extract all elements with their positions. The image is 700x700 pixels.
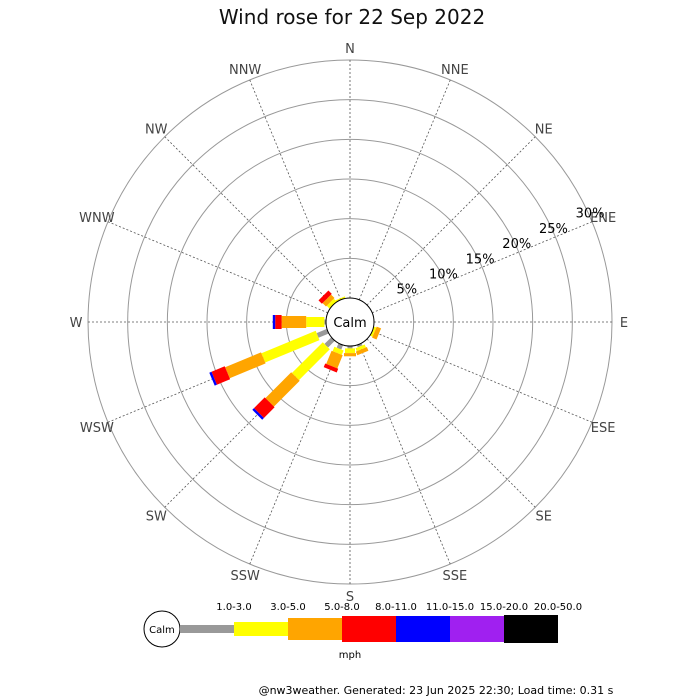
petal-wsw-bin-3 [211,366,231,385]
legend-swatch-3 [342,616,396,642]
petal-wsw-bin-1 [261,330,320,363]
petal-ssw-bin-3 [323,363,339,373]
legend-swatch-2 [288,618,342,640]
direction-label-ne: NE [535,122,553,137]
petal-wsw-bin-0 [316,328,329,338]
legend-bin-label-4: 11.0-15.0 [426,602,474,613]
petal-ssw-bin-2 [326,350,343,369]
legend-bin-label-1: 3.0-5.0 [270,602,305,613]
direction-label-ssw: SSW [230,569,260,584]
petal-w-bin-1 [306,317,325,327]
direction-label-e: E [620,316,628,331]
legend-unit: mph [339,650,361,661]
direction-label-se: SE [536,510,552,525]
petal-wsw-bin-4 [209,371,217,386]
petal-sw-bin-2 [265,372,300,407]
petal-s-bin-2 [344,353,356,357]
petal-w-bin-3 [275,315,282,329]
ring-label-30%: 30% [576,207,605,222]
direction-label-w: W [70,316,83,331]
legend-swatch-0 [180,625,234,633]
petal-sse-bin-0 [356,343,363,348]
petal-sw-bin-0 [324,337,335,348]
ring-20% [166,138,534,506]
direction-label-sw: SW [146,510,167,525]
direction-label-wsw: WSW [80,421,114,436]
direction-labels: N NNE NE ENE E ESE SE SSE S SSW SW WSW W WNW NW NNW [70,42,629,605]
legend: Calm 1.0-3.0 3.0-5.0 5.0-8.0 8.0-11.0 11.0-1… [143,602,582,661]
calm-label: Calm [333,316,366,331]
petal-nw-bin-2 [322,294,335,307]
chart-title: Wind rose for 22 Sep 2022 [219,5,485,29]
ring-label-5%: 5% [397,283,418,298]
footer: @nw3weather. Generated: 23 Jun 2025 22:3… [259,684,614,697]
legend-swatch-4 [396,616,450,642]
petal-nw-bin-3 [318,290,332,304]
ring-labels: 5% 10% 15% 20% 25% 30% [397,207,605,298]
ring-10% [246,218,454,426]
direction-label-ene: ENE [590,211,616,226]
legend-bin-label-0: 1.0-3.0 [216,602,251,613]
petal-w-bin-4 [272,315,276,329]
petal-sw-bin-4 [252,408,264,420]
petal-s-bin-1 [345,348,355,354]
legend-swatch-6 [504,615,558,643]
legend-bin-label-6: 20.0-50.0 [534,602,582,613]
legend-bin-label-3: 8.0-11.0 [375,602,417,613]
legend-bin-label-5: 15.0-20.0 [480,602,528,613]
petal-w-bin-2 [281,316,307,328]
ring-15% [206,178,494,466]
ring-label-10%: 10% [429,267,458,282]
legend-swatch-5 [450,616,504,642]
direction-label-wnw: WNW [79,211,115,226]
direction-label-s: S [346,590,354,605]
petal-sse-bin-2 [355,347,369,356]
ring-label-25%: 25% [539,222,568,237]
legend-bin-label-2: 5.0-8.0 [324,602,359,613]
petal-wsw-bin-2 [225,352,266,379]
legend-calm-label: Calm [149,625,175,636]
calm-center: Calm [325,297,375,347]
petal-ese-bin-2 [372,326,382,340]
petal-sse-bin-1 [355,344,366,352]
ring-label-20%: 20% [502,237,531,252]
direction-label-nw: NW [145,122,168,137]
direction-label-sse: SSE [442,569,467,584]
direction-label-ese: ESE [591,421,616,436]
petal-ese-bin-1 [370,326,377,337]
direction-label-nnw: NNW [229,63,261,78]
petal-s-bin-0 [347,346,353,349]
direction-label-n: N [345,42,355,57]
petal-sw-bin-3 [254,397,275,418]
petal-ssw-bin-1 [332,346,344,355]
petal-nw-bin-1 [326,298,337,309]
ring-label-15%: 15% [466,252,495,267]
direction-label-nne: NNE [441,63,469,78]
petal-sw-bin-1 [291,342,330,381]
legend-swatch-1 [234,622,288,636]
petal-nnw-bin-1 [335,296,346,302]
ring-25% [127,99,573,545]
petals [209,290,382,420]
